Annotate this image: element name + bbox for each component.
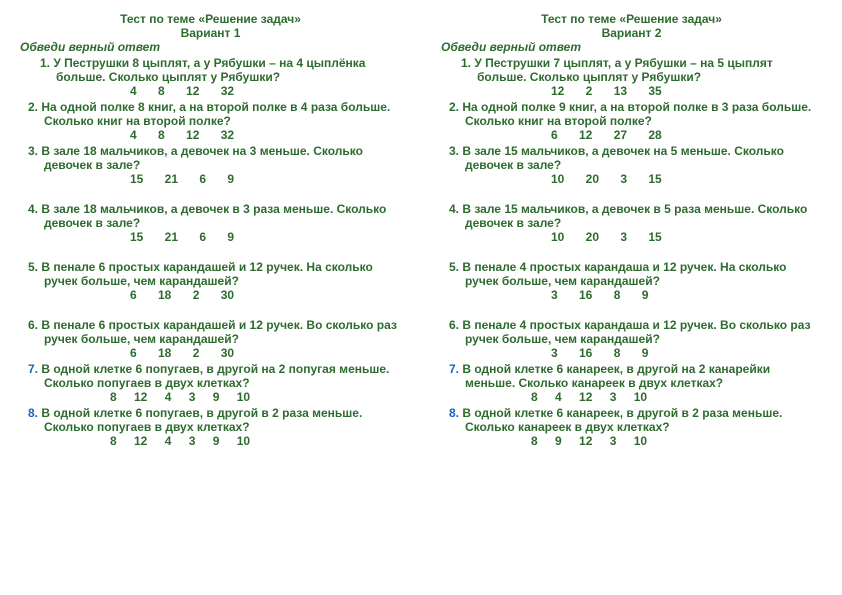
question-8: 8. В одной клетке 6 канареек, в другой в… [441, 406, 822, 448]
variant-label: Вариант 1 [20, 26, 401, 40]
question-text: 7. В одной клетке 6 канареек, в другой н… [441, 362, 822, 390]
answer-options: 4 8 12 32 [20, 128, 401, 142]
instruction: Обведи верный ответ [441, 40, 822, 54]
test-title: Тест по теме «Решение задач» [20, 12, 401, 26]
question-4: 4. В зале 15 мальчиков, а девочек в 5 ра… [441, 202, 822, 244]
answer-options: 10 20 3 15 [441, 172, 822, 186]
question-text: 8. В одной клетке 6 попугаев, в другой в… [20, 406, 401, 434]
answer-options: 8 12 4 3 9 10 [20, 434, 401, 448]
question-1: 1. У Пеструшки 8 цыплят, а у Рябушки – н… [20, 56, 401, 98]
instruction: Обведи верный ответ [20, 40, 401, 54]
question-text: 3. В зале 15 мальчиков, а девочек на 5 м… [441, 144, 822, 172]
answer-options: 3 16 8 9 [441, 288, 822, 302]
answer-options: 8 9 12 3 10 [441, 434, 822, 448]
question-text: 6. В пенале 6 простых карандашей и 12 ру… [20, 318, 401, 346]
answer-options: 15 21 6 9 [20, 172, 401, 186]
answer-options: 12 2 13 35 [441, 84, 822, 98]
question-6: 6. В пенале 4 простых карандаша и 12 руч… [441, 318, 822, 360]
test-title: Тест по теме «Решение задач» [441, 12, 822, 26]
variant-2-column: Тест по теме «Решение задач» Вариант 2 О… [441, 12, 822, 583]
question-text: 2. На одной полке 8 книг, а на второй по… [20, 100, 401, 128]
question-text: 8. В одной клетке 6 канареек, в другой в… [441, 406, 822, 434]
answer-options: 4 8 12 32 [20, 84, 401, 98]
question-2: 2. На одной полке 8 книг, а на второй по… [20, 100, 401, 142]
question-8: 8. В одной клетке 6 попугаев, в другой в… [20, 406, 401, 448]
answer-options: 10 20 3 15 [441, 230, 822, 244]
question-7: 7. В одной клетке 6 попугаев, в другой н… [20, 362, 401, 404]
answer-options: 6 18 2 30 [20, 288, 401, 302]
question-6: 6. В пенале 6 простых карандашей и 12 ру… [20, 318, 401, 360]
question-text: 5. В пенале 6 простых карандашей и 12 ру… [20, 260, 401, 288]
question-7: 7. В одной клетке 6 канареек, в другой н… [441, 362, 822, 404]
answer-options: 8 12 4 3 9 10 [20, 390, 401, 404]
question-text: 1. У Пеструшки 8 цыплят, а у Рябушки – н… [20, 56, 401, 84]
question-text: 5. В пенале 4 простых карандаша и 12 руч… [441, 260, 822, 288]
question-4: 4. В зале 18 мальчиков, а девочек в 3 ра… [20, 202, 401, 244]
variant-1-column: Тест по теме «Решение задач» Вариант 1 О… [20, 12, 401, 583]
answer-options: 15 21 6 9 [20, 230, 401, 244]
question-text: 6. В пенале 4 простых карандаша и 12 руч… [441, 318, 822, 346]
question-text: 3. В зале 18 мальчиков, а девочек на 3 м… [20, 144, 401, 172]
question-text: 4. В зале 15 мальчиков, а девочек в 5 ра… [441, 202, 822, 230]
question-1: 1. У Пеструшки 7 цыплят, а у Рябушки – н… [441, 56, 822, 98]
answer-options: 3 16 8 9 [441, 346, 822, 360]
question-text: 2. На одной полке 9 книг, а на второй по… [441, 100, 822, 128]
answer-options: 6 18 2 30 [20, 346, 401, 360]
answer-options: 6 12 27 28 [441, 128, 822, 142]
question-5: 5. В пенале 4 простых карандаша и 12 руч… [441, 260, 822, 302]
question-2: 2. На одной полке 9 книг, а на второй по… [441, 100, 822, 142]
variant-label: Вариант 2 [441, 26, 822, 40]
question-text: 4. В зале 18 мальчиков, а девочек в 3 ра… [20, 202, 401, 230]
question-5: 5. В пенале 6 простых карандашей и 12 ру… [20, 260, 401, 302]
question-3: 3. В зале 15 мальчиков, а девочек на 5 м… [441, 144, 822, 186]
question-3: 3. В зале 18 мальчиков, а девочек на 3 м… [20, 144, 401, 186]
question-text: 7. В одной клетке 6 попугаев, в другой н… [20, 362, 401, 390]
answer-options: 8 4 12 3 10 [441, 390, 822, 404]
question-text: 1. У Пеструшки 7 цыплят, а у Рябушки – н… [441, 56, 822, 84]
